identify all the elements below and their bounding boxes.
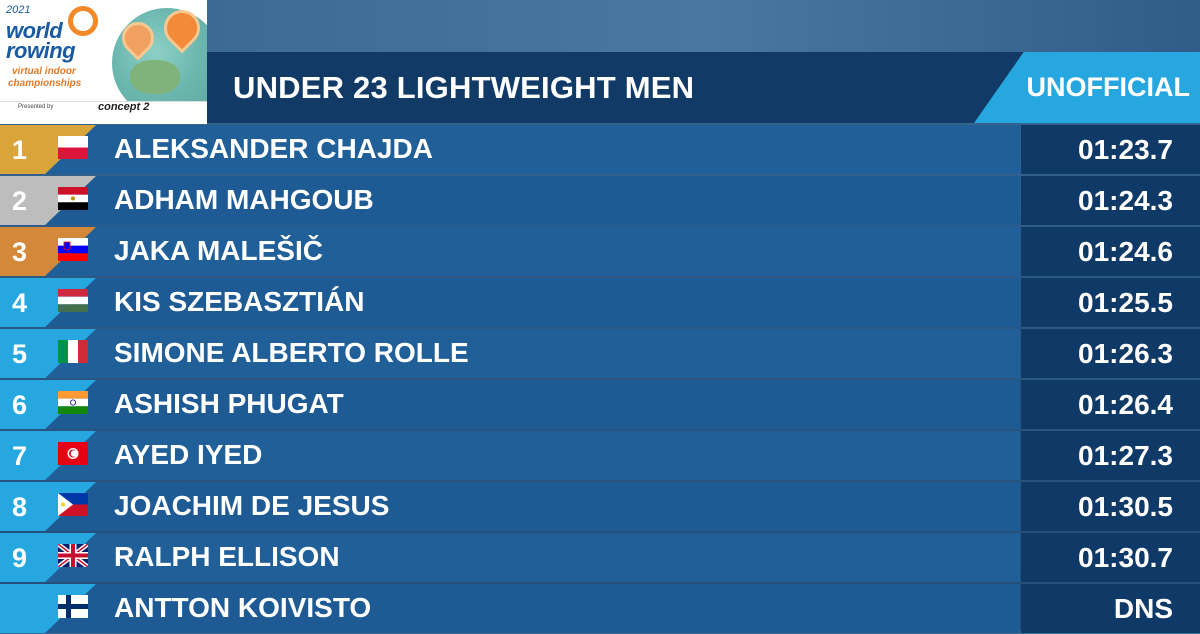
rank-number: 3 <box>12 237 28 267</box>
presented-by-label: Presented by <box>18 104 54 110</box>
athlete-name: ADHAM MAHGOUB <box>114 184 374 215</box>
time-box: 01:27.3 <box>1021 431 1200 480</box>
result-row-bar <box>42 278 1020 327</box>
time-box: 01:30.5 <box>1021 482 1200 531</box>
rank-number: 4 <box>12 288 28 318</box>
status-label: UNOFFICIAL <box>1026 72 1190 102</box>
result-row: 3 JAKA MALEŠIČ 01:24.6 <box>0 226 1200 277</box>
result-row-bar <box>42 482 1020 531</box>
result-row: 6 ASHISH PHUGAT 01:26.4 <box>0 379 1200 430</box>
result-row-bar <box>42 584 1020 633</box>
athlete-name: SIMONE ALBERTO ROLLE <box>114 337 469 368</box>
flag-india-icon <box>58 391 88 414</box>
result-time: 01:24.3 <box>1078 185 1173 216</box>
rank-number: 9 <box>12 543 28 573</box>
flag-finland-icon <box>58 595 88 618</box>
logo-year: 2021 <box>6 4 31 16</box>
flag-tunisia-icon <box>58 442 88 465</box>
time-box: 01:25.5 <box>1021 278 1200 327</box>
background-top <box>207 0 1200 52</box>
result-row-bar <box>42 176 1020 225</box>
flag-italy-icon <box>58 340 88 363</box>
athlete-name: JOACHIM DE JESUS <box>114 490 390 521</box>
result-row-bar <box>42 431 1020 480</box>
athlete-name: ANTTON KOIVISTO <box>114 592 372 623</box>
logo-subtitle-2: championships <box>8 78 82 89</box>
result-row: 1 ALEKSANDER CHAJDA 01:23.7 <box>0 124 1200 175</box>
result-row: 8 JOACHIM DE JESUS 01:30.5 <box>0 481 1200 532</box>
result-time: 01:24.6 <box>1078 236 1173 267</box>
result-time: 01:26.3 <box>1078 338 1173 369</box>
result-time: 01:30.5 <box>1078 491 1173 522</box>
result-time: 01:30.7 <box>1078 542 1173 573</box>
logo-word-world: world <box>6 18 63 43</box>
rank-number: 5 <box>12 339 28 369</box>
logo-subtitle-1: virtual indoor <box>12 66 76 77</box>
result-row-bar <box>42 329 1020 378</box>
result-row-bar <box>42 125 1020 174</box>
athlete-name: AYED IYED <box>114 439 263 470</box>
time-box: 01:30.7 <box>1021 533 1200 582</box>
time-box: 01:23.7 <box>1021 125 1200 174</box>
result-row: ANTTON KOIVISTO DNS <box>0 583 1200 634</box>
result-row: 4 KIS SZEBASZTIÁN 01:25.5 <box>0 277 1200 328</box>
flag-hungary-icon <box>58 289 88 312</box>
result-time: DNS <box>1113 593 1173 624</box>
flag-slovenia-icon <box>58 238 88 261</box>
sponsor-logo: concept 2 <box>98 101 150 113</box>
athlete-name: ASHISH PHUGAT <box>114 388 344 419</box>
time-box: 01:24.3 <box>1021 176 1200 225</box>
time-box: 01:26.4 <box>1021 380 1200 429</box>
result-row: 7 AYED IYED 01:27.3 <box>0 430 1200 481</box>
rank-number: 7 <box>12 441 28 471</box>
logo-word-rowing: rowing <box>6 38 76 63</box>
result-time: 01:27.3 <box>1078 440 1173 471</box>
result-time: 01:26.4 <box>1078 389 1173 420</box>
rank-number: 8 <box>12 492 28 522</box>
result-row-bar <box>42 380 1020 429</box>
result-row: 9 RALPH ELLISON 01:30.7 <box>0 532 1200 583</box>
logo-ring-icon <box>68 6 98 36</box>
results-list: 1 ALEKSANDER CHAJDA 01:23.7 2 ADHAM MAHGOUB 0… <box>0 124 1200 634</box>
flag-poland-icon <box>58 136 88 159</box>
time-box: 01:24.6 <box>1021 227 1200 276</box>
flag-uk-icon <box>58 544 88 567</box>
rank-number: 6 <box>12 390 28 420</box>
time-box: 01:26.3 <box>1021 329 1200 378</box>
world-rowing-logo: 2021 world rowing virtual indoor champio… <box>0 0 207 124</box>
results-header: UNDER 23 LIGHTWEIGHT MEN UNOFFICIAL <box>207 52 1200 123</box>
athlete-name: RALPH ELLISON <box>114 541 340 572</box>
rank-number: 2 <box>12 186 28 216</box>
result-time: 01:25.5 <box>1078 287 1173 318</box>
athlete-name: ALEKSANDER CHAJDA <box>114 133 433 164</box>
flag-egypt-icon <box>58 187 88 210</box>
flag-philippines-icon <box>58 493 88 516</box>
athlete-name: JAKA MALEŠIČ <box>114 235 323 266</box>
result-row-bar <box>42 227 1020 276</box>
result-row: 2 ADHAM MAHGOUB 01:24.3 <box>0 175 1200 226</box>
time-box: DNS <box>1021 584 1200 633</box>
event-title: UNDER 23 LIGHTWEIGHT MEN <box>233 70 695 105</box>
result-time: 01:23.7 <box>1078 134 1173 165</box>
result-row: 5 SIMONE ALBERTO ROLLE 01:26.3 <box>0 328 1200 379</box>
result-row-bar <box>42 533 1020 582</box>
rank-number: 1 <box>12 135 28 165</box>
athlete-name: KIS SZEBASZTIÁN <box>114 286 365 317</box>
status-badge: UNOFFICIAL <box>974 52 1200 123</box>
sponsor-strip <box>0 101 207 124</box>
